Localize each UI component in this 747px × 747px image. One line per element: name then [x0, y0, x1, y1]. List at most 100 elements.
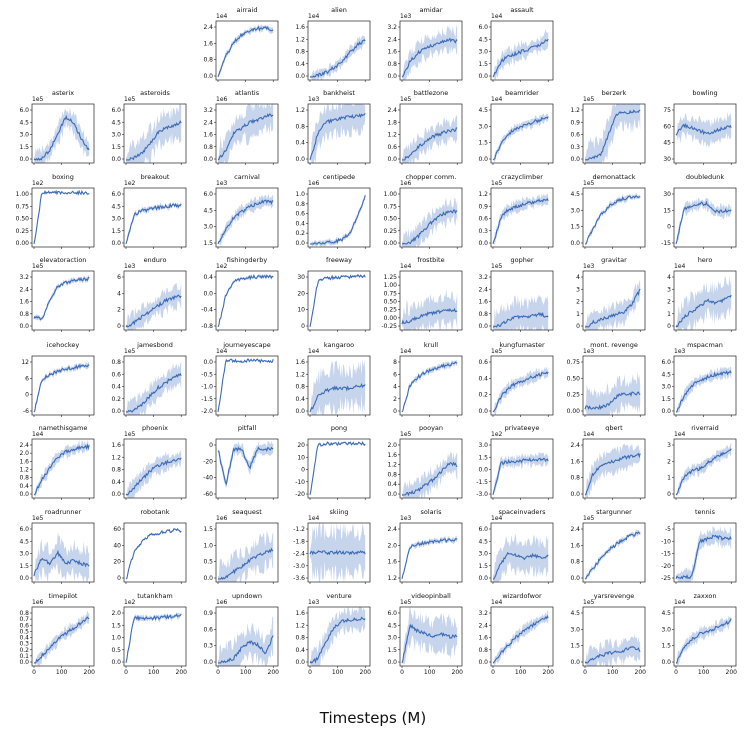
y-tick-label: -0.4 [201, 307, 213, 314]
axis-scale-label: 1e4 [491, 599, 503, 606]
series-line [125, 613, 182, 664]
confidence-band [585, 104, 641, 163]
y-tick-label: 0.4 [295, 220, 305, 227]
axis-scale-label: 1e6 [32, 599, 44, 606]
y-tick-label: 2.0 [387, 542, 397, 549]
axes-frame [490, 355, 554, 416]
axis-scale-label: 1e4 [674, 431, 686, 438]
axis-scale-label: 1e2 [216, 263, 228, 270]
axes-frame [582, 606, 646, 667]
y-tick-label: 0.8 [19, 610, 29, 617]
panel-title: alien [331, 6, 347, 14]
y-tick-label: 1.5 [203, 526, 213, 533]
series-line [492, 116, 549, 161]
y-tick-label: 0.5 [19, 628, 29, 635]
axis-scale-label: 1e3 [674, 348, 686, 355]
y-tick-label: 1.6 [387, 49, 397, 56]
y-tick-label: 0.25 [384, 307, 398, 314]
series-line [585, 288, 641, 328]
y-tick-label: 0.0 [478, 323, 488, 330]
series-line [33, 549, 90, 577]
y-tick-label: 0.0 [478, 575, 488, 582]
axis-scale-label: 1e5 [583, 599, 595, 606]
y-tick-label: 0.50 [384, 216, 398, 223]
panel-title: kungfumaster [499, 341, 545, 349]
y-tick-label: 0.0 [203, 575, 213, 582]
y-tick-label: 1.6 [111, 442, 121, 449]
y-tick-label: 6 [393, 371, 397, 378]
panel-title: venture [326, 592, 351, 600]
y-tick-label: 0 [667, 491, 671, 498]
panel-title: pong [331, 424, 347, 432]
y-tick-label: 0.8 [295, 123, 305, 130]
y-tick-label: 3.2 [478, 274, 488, 281]
y-tick-label: 0.8 [19, 311, 29, 318]
y-tick-label: 6.0 [19, 526, 29, 533]
axes-frame [307, 522, 371, 583]
axis-scale-label: 1e5 [124, 348, 136, 355]
y-tick-label: 3.0 [19, 132, 29, 139]
confidence-band [585, 442, 641, 498]
series-line [492, 615, 549, 664]
y-tick-label: 3.0 [111, 216, 121, 223]
confidence-band [676, 198, 732, 245]
y-tick-label: 4 [117, 290, 121, 297]
panel-qbert: qbert 1e4 0.0 0.8 1.6 2.4 [570, 424, 646, 500]
axes-frame [307, 187, 371, 248]
axis-scale-label: 1e6 [216, 515, 228, 522]
y-tick-label: 1.5 [478, 140, 488, 147]
x-tick-label: 100 [332, 669, 344, 676]
y-tick-label: 3 [667, 442, 671, 449]
axis-scale-label: 1e2 [124, 599, 136, 606]
panel-title: boxing [52, 173, 74, 181]
series-line [33, 189, 90, 245]
confidence-band [676, 616, 732, 666]
y-tick-label: 0.8 [295, 201, 305, 208]
panel-breakout: breakout 1e2 0.0 1.5 3.0 4.5 6.0 [111, 173, 187, 249]
panel-carnival: carnival 1e3 1.5 3.0 4.5 6.0 [203, 173, 279, 249]
y-tick-label: 0.8 [295, 635, 305, 642]
axes-frame [307, 270, 371, 331]
axes-frame [215, 20, 279, 81]
y-tick-label: 0.8 [111, 359, 121, 366]
axis-scale-label: 1e5 [491, 263, 503, 270]
y-tick-label: -0.8 [201, 323, 213, 330]
y-tick-label: -5 [665, 526, 671, 533]
panel-title: hero [698, 256, 713, 264]
y-tick-label: 1.6 [570, 458, 580, 465]
x-tick-label: 100 [424, 669, 436, 676]
y-tick-label: 2.0 [19, 450, 29, 457]
x-tick-label: 200 [452, 669, 464, 676]
y-tick-label: 3.2 [387, 24, 397, 31]
y-tick-label: 0.0 [387, 156, 397, 163]
y-tick-label: 1.6 [478, 635, 488, 642]
y-tick-label: -2.0 [201, 408, 213, 415]
y-tick-label: 0.5 [203, 559, 213, 566]
axes-frame [490, 522, 554, 583]
y-tick-label: 6.0 [203, 191, 213, 198]
y-tick-label: 0.9 [570, 119, 580, 126]
panel-title: pooyan [419, 424, 443, 432]
axes-frame [123, 270, 187, 331]
panel-title: assault [510, 6, 534, 14]
axis-scale-label: 1e4 [216, 348, 228, 355]
y-tick-label: 0.3 [19, 641, 29, 648]
y-tick-label: 1.2 [478, 191, 488, 198]
panel-title: stargunner [596, 508, 632, 516]
axis-scale-label: 1e5 [583, 515, 595, 522]
axes-frame [307, 438, 371, 499]
panel-freeway: freeway 0 10 20 30 [297, 256, 371, 332]
axis-scale-label: 1e4 [308, 348, 320, 355]
y-tick-label: 0.4 [478, 375, 488, 382]
y-tick-label: 1.6 [295, 24, 305, 31]
confidence-band [34, 190, 90, 244]
y-tick-label: 0.2 [478, 392, 488, 399]
axis-scale-label: 1e3 [308, 96, 320, 103]
y-tick-label: 40 [113, 542, 121, 549]
series-line [309, 382, 366, 413]
axes-frame [215, 522, 279, 583]
confidence-band [402, 451, 458, 498]
panel-title: bankheist [323, 89, 355, 97]
